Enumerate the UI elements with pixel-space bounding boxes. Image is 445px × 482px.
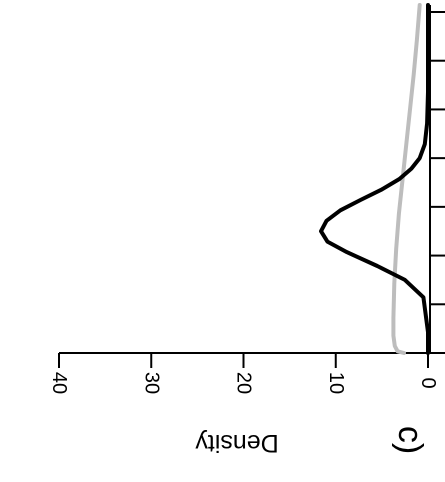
chart-axes: 0 10 20 30 40 bbox=[48, 5, 445, 394]
density-tick-label: 10 bbox=[325, 372, 347, 394]
y-axis-title: Density bbox=[195, 429, 279, 457]
panel-label: c) bbox=[391, 426, 429, 454]
density-tick-label: 20 bbox=[233, 372, 255, 394]
series-line-black bbox=[319, 3, 430, 355]
series-layer bbox=[319, 3, 430, 355]
series-line-grey bbox=[391, 3, 422, 355]
density-tick-label: 0 bbox=[417, 377, 439, 388]
density-tick-label: 30 bbox=[140, 372, 162, 394]
density-tick-label: 40 bbox=[48, 372, 70, 394]
